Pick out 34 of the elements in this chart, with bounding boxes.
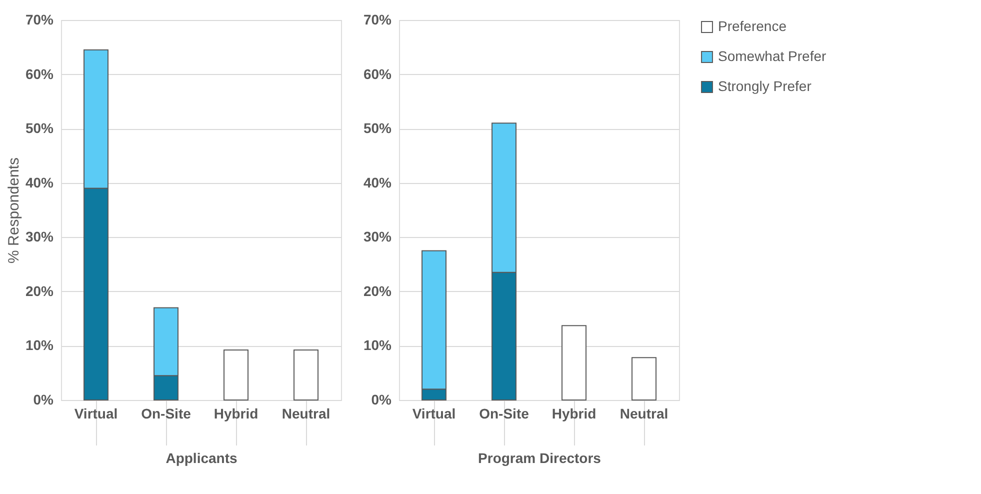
- y-tick-label: 70%: [363, 12, 392, 28]
- y-tick-label: 50%: [363, 120, 392, 136]
- y-tick-label: 30%: [25, 228, 54, 245]
- x-tick-label: On-Site: [141, 406, 192, 422]
- bar: [562, 325, 586, 400]
- y-tick-label: 20%: [25, 282, 54, 299]
- bar: [294, 350, 318, 400]
- y-tick-label: 30%: [363, 228, 392, 245]
- legend-label: Strongly Prefer: [718, 78, 812, 94]
- legend-label: Somewhat Prefer: [718, 48, 826, 64]
- y-tick-label: 0%: [371, 392, 392, 408]
- y-tick-label: 40%: [25, 174, 54, 190]
- y-tick-label: 10%: [363, 337, 392, 354]
- x-tick-label: Virtual: [412, 406, 456, 422]
- y-tick-label: 0%: [33, 392, 54, 408]
- x-tick-label: Neutral: [620, 406, 668, 422]
- y-tick-label: 60%: [363, 66, 392, 82]
- bar: [224, 350, 248, 400]
- x-axis-title: Program Directors: [478, 450, 602, 466]
- x-tick-label: On-Site: [479, 406, 530, 422]
- y-axis-title: % Respondents: [5, 158, 22, 264]
- bar: [632, 357, 656, 400]
- legend-label: Preference: [718, 18, 787, 34]
- y-tick-label: 10%: [25, 337, 54, 354]
- y-tick-label: 20%: [363, 282, 392, 299]
- x-axis-title: Applicants: [166, 450, 238, 466]
- x-tick-label: Neutral: [282, 406, 330, 422]
- y-tick-label: 50%: [25, 120, 54, 136]
- y-tick-label: 40%: [363, 174, 392, 190]
- x-tick-label: Hybrid: [214, 406, 258, 422]
- y-tick-label: 60%: [25, 66, 54, 82]
- x-tick-label: Virtual: [74, 406, 118, 422]
- x-tick-label: Hybrid: [552, 406, 596, 422]
- y-tick-label: 70%: [25, 12, 54, 28]
